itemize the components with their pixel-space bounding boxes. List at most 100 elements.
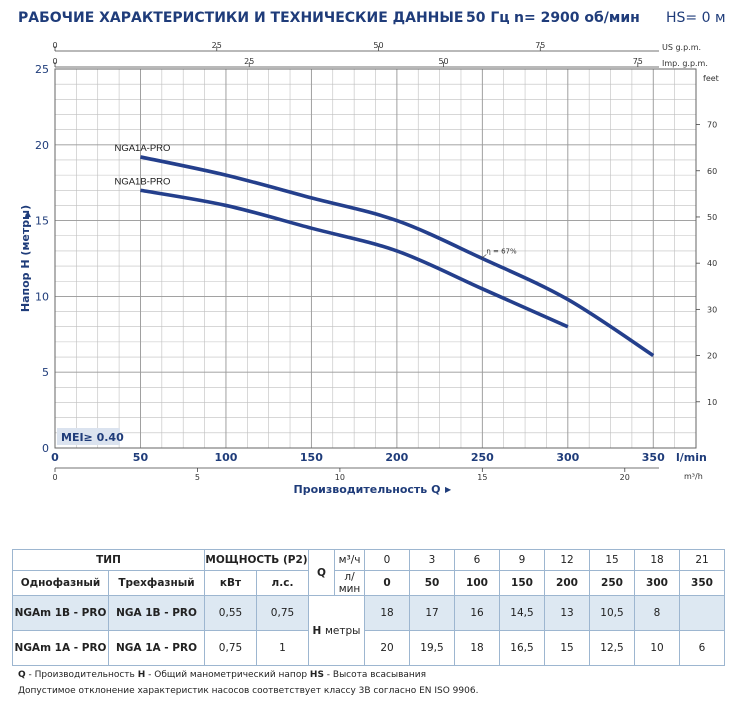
head-value-cell: 16 [454,595,500,631]
x-tick-label: 150 [300,451,323,464]
head-unit: метры [325,624,361,637]
page-title: РАБОЧИЕ ХАРАКТЕРИСТИКИ И ТЕХНИЧЕСКИЕ ДАН… [18,10,464,26]
header-type: ТИП [12,549,205,571]
power-hp: 1 [256,630,309,666]
feet-tick-label: 40 [707,259,717,268]
y-axis-arrow: ▶ [23,210,32,217]
curve-nga1a-pro [140,155,655,358]
head-value-cell: 18 [364,595,410,631]
legend-line: Q - Производительность H - Общий маномет… [18,670,426,680]
m3h-tick-label: 0 [52,473,57,482]
feet-tick-label: 70 [707,121,717,130]
header-hp: л.с. [256,570,309,596]
y-tick-label: 5 [42,366,49,379]
curve-label-nga1b-pro: NGA1B-PRO [114,176,170,187]
header-unit-m3h: м³/ч [334,549,365,571]
head-value-cell: 8 [634,595,680,631]
model-three-phase: NGA 1A - PRO [108,630,205,666]
header-q-symbol: Q [308,549,335,596]
legend-hs-text: - Высота всасывания [323,670,427,680]
y-tick-label: 25 [35,63,49,76]
q-m3h-cell: 18 [634,549,680,571]
tolerance-note: Допустимое отклонение характеристик насо… [18,686,479,696]
m3h-axis-label: m³/h [684,472,703,481]
feet-tick-label: 60 [707,167,717,176]
x-tick-label: 300 [556,451,579,464]
power-kw: 0,55 [204,595,257,631]
q-lmin-cell: 100 [454,570,500,596]
model-single-phase: NGAm 1A - PRO [12,630,109,666]
legend-q-symbol: Q [18,670,26,680]
suction-height-label: HS= 0 м [666,10,726,26]
y-tick-label: 10 [35,290,49,303]
curve-label-nga1a-pro: NGA1A-PRO [114,143,170,154]
model-single-phase: NGAm 1B - PRO [12,595,109,631]
header-kw: кВт [204,570,257,596]
imp-gpm-tick-label: 50 [438,57,448,66]
feet-tick-label: 10 [707,398,717,407]
m3h-tick-label: 20 [620,473,630,482]
us-gpm-tick-label: 25 [212,41,222,50]
efficiency-annotation: η = 67% [486,247,517,255]
header-single-phase: Однофазный [12,570,109,596]
q-lmin-cell: 150 [499,570,545,596]
head-value-cell: 14,5 [499,595,545,631]
q-m3h-cell: 3 [409,549,455,571]
head-value-cell: 16,5 [499,630,545,666]
q-m3h-cell: 0 [364,549,410,571]
head-value-cell: 20 [364,630,410,666]
feet-tick-label: 30 [707,305,717,314]
head-value-cell: 13 [544,595,590,631]
x-tick-label: 100 [214,451,237,464]
q-m3h-cell: 6 [454,549,500,571]
head-value-cell: 15 [544,630,590,666]
legend-h-symbol: H [137,670,146,680]
x-tick-label: 200 [385,451,408,464]
x-tick-label: 250 [471,451,494,464]
us-gpm-tick-label: 75 [535,41,545,50]
feet-tick-label: 50 [707,213,717,222]
head-value-cell: 18 [454,630,500,666]
q-lmin-cell: 300 [634,570,680,596]
model-three-phase: NGA 1B - PRO [108,595,205,631]
frequency-label: 50 Гц [466,10,510,26]
head-value-cell: 10 [634,630,680,666]
plot-frame [54,68,697,449]
y-axis-title: Напор H (метры) [19,205,32,312]
q-m3h-cell: 21 [679,549,725,571]
legend-hs-symbol: HS [309,670,324,680]
imp-gpm-axis-label: Imp. g.p.m. [662,59,708,68]
feet-tick-label: 20 [707,352,717,361]
us-gpm-axis-label: US g.p.m. [662,43,701,52]
m3h-tick-label: 15 [477,473,487,482]
pump-performance-chart: 0 25 50 75 US g.p.m.0 25 50 75 Imp. g.p.m.051015… [19,41,719,496]
head-value-cell: 12,5 [589,630,635,666]
x-tick-label: 50 [133,451,149,464]
head-value-cell: 10,5 [589,595,635,631]
curve-nga1b-pro [140,188,569,329]
imp-gpm-tick-label: 75 [633,57,643,66]
x-unit-label: l/min [676,451,707,464]
q-m3h-cell: 15 [589,549,635,571]
imp-gpm-tick-label: 25 [244,57,254,66]
q-lmin-cell: 0 [364,570,410,596]
us-gpm-tick-label: 50 [373,41,383,50]
m3h-tick-label: 5 [195,473,200,482]
y-tick-label: 15 [35,215,49,228]
q-lmin-cell: 250 [589,570,635,596]
y-tick-label: 0 [42,442,49,455]
feet-axis-label: feet [703,74,719,83]
head-label: H метры [308,595,365,666]
us-gpm-tick-label: 0 [52,41,57,50]
m3h-tick-label: 10 [335,473,345,482]
power-hp: 0,75 [256,595,309,631]
y-tick-label: 20 [35,139,49,152]
q-lmin-cell: 350 [679,570,725,596]
imp-gpm-tick-label: 0 [52,57,57,66]
x-tick-label: 350 [642,451,665,464]
mei-badge: MEI≥ 0.40 [61,431,124,444]
q-m3h-cell: 9 [499,549,545,571]
head-symbol: H [312,624,322,637]
legend-q-text: - Производительность [25,670,138,680]
head-value-cell: 17 [409,595,455,631]
